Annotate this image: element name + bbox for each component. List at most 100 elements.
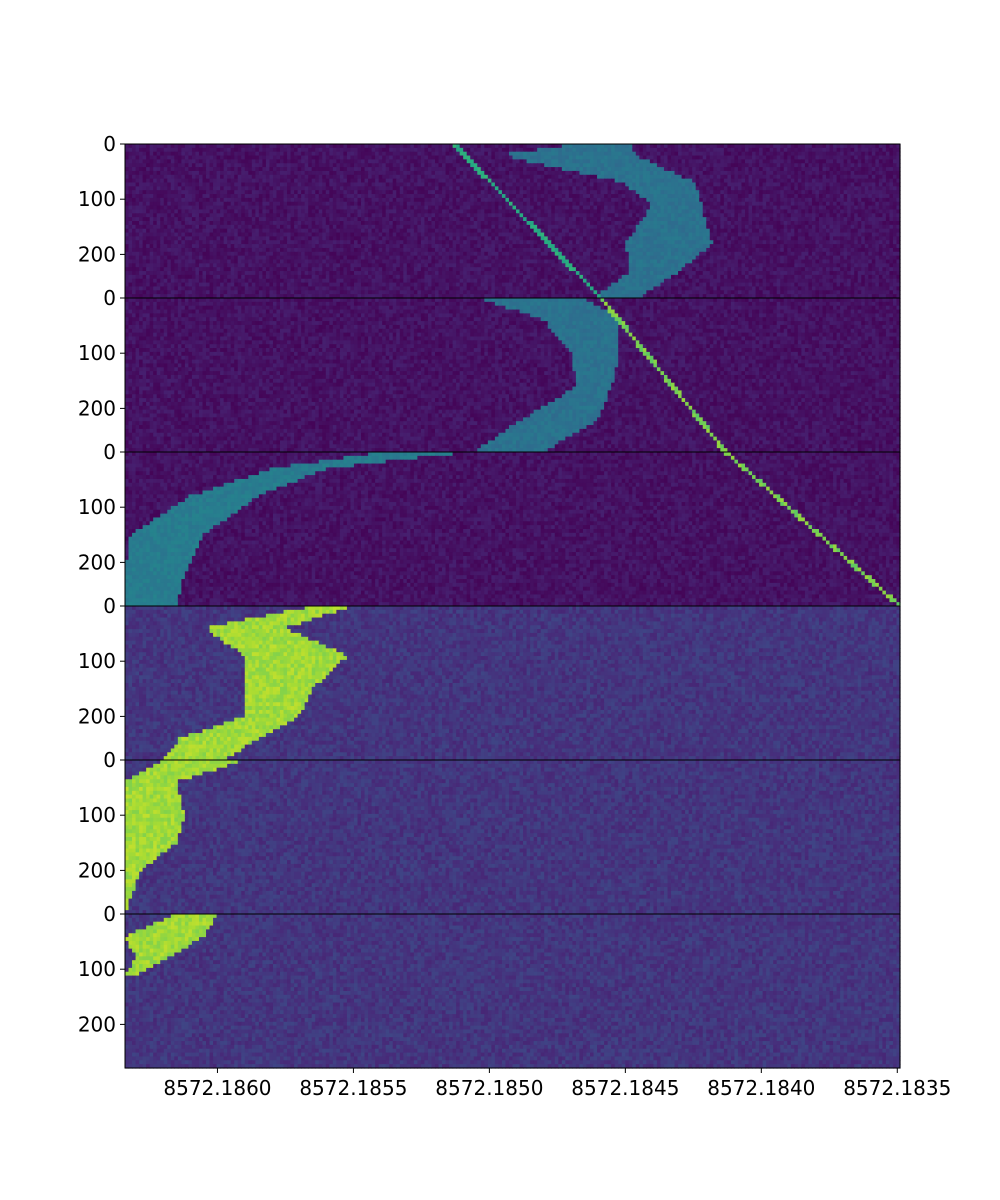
heatmap-cell: [210, 152, 214, 156]
heatmap-cell: [572, 144, 576, 148]
heatmap-cell: [294, 148, 298, 152]
heatmap-row: [125, 152, 901, 156]
heatmap-cell: [203, 148, 207, 152]
heatmap-cell: [734, 148, 738, 152]
heatmap-cell: [749, 144, 753, 148]
heatmap-cell: [572, 148, 576, 152]
heatmap-cell: [495, 148, 499, 152]
heatmap-cell: [544, 148, 548, 152]
heatmap-cell: [382, 148, 386, 152]
heatmap-cell: [773, 144, 777, 148]
heatmap-cell: [195, 148, 199, 152]
heatmap-cell: [731, 148, 735, 152]
heatmap-cell: [125, 152, 129, 156]
heatmap-cell: [520, 144, 524, 148]
heatmap-cell: [248, 144, 252, 148]
heatmap-cell: [668, 148, 672, 152]
heatmap-row: [125, 144, 901, 148]
heatmap-cell: [696, 144, 700, 148]
heatmap-cell: [601, 148, 605, 152]
heatmap-cell: [407, 144, 411, 148]
heatmap-cell: [294, 144, 298, 148]
heatmap-cell: [558, 144, 562, 148]
heatmap-cell: [780, 148, 784, 152]
heatmap-cell: [808, 144, 812, 148]
heatmap-cell: [463, 144, 467, 148]
heatmap-cell: [132, 144, 136, 148]
heatmap-cell: [188, 144, 192, 148]
heatmap-cell: [484, 144, 488, 148]
heatmap-cell: [717, 144, 721, 148]
heatmap-cell: [523, 144, 527, 148]
heatmap-cell: [646, 144, 650, 148]
heatmap-cell: [326, 144, 330, 148]
heatmap-cell: [808, 148, 812, 152]
heatmap-cell: [520, 148, 524, 152]
heatmap-cell: [608, 148, 612, 152]
heatmap-cell: [678, 148, 682, 152]
heatmap-cell: [213, 148, 217, 152]
heatmap-cell: [365, 148, 369, 152]
heatmap-cell: [851, 144, 855, 148]
heatmap-cell: [424, 144, 428, 148]
heatmap-cell: [336, 144, 340, 148]
heatmap-cell: [421, 144, 425, 148]
heatmap-cell: [791, 144, 795, 148]
heatmap-cell: [291, 144, 295, 148]
heatmap-cell: [227, 144, 231, 148]
heatmap-cell: [756, 148, 760, 152]
heatmap-cell: [139, 152, 143, 156]
heatmap-cell: [301, 148, 305, 152]
heatmap-cell: [220, 144, 224, 148]
heatmap-cell: [178, 148, 182, 152]
heatmap-cell: [308, 148, 312, 152]
heatmap-cell: [805, 148, 809, 152]
heatmap-cell: [516, 148, 520, 152]
heatmap-cell: [262, 148, 266, 152]
heatmap-cell: [312, 144, 316, 148]
heatmap-cell: [456, 144, 460, 148]
heatmap-cell: [136, 148, 140, 152]
heatmap-cell: [717, 148, 721, 152]
heatmap-cell: [340, 144, 344, 148]
heatmap-cell: [685, 148, 689, 152]
heatmap-cell: [787, 144, 791, 148]
heatmap-cell: [467, 144, 471, 148]
heatmap-cell: [527, 148, 531, 152]
heatmap-cell: [889, 144, 893, 148]
heatmap-cell: [287, 144, 291, 148]
heatmap-cell: [336, 148, 340, 152]
heatmap-cell: [527, 144, 531, 148]
heatmap-cell: [886, 144, 890, 148]
heatmap-cell: [129, 148, 133, 152]
heatmap-cell: [523, 148, 527, 152]
heatmap-cell: [505, 144, 509, 148]
heatmap-cell: [565, 144, 569, 148]
heatmap-cell: [174, 144, 178, 148]
heatmap-cell: [442, 144, 446, 148]
heatmap-cell: [393, 148, 397, 152]
heatmap-cell: [847, 144, 851, 148]
heatmap-cell: [830, 144, 834, 148]
heatmap-cell: [537, 144, 541, 148]
heatmap-cell: [241, 144, 245, 148]
heatmap-cell: [727, 148, 731, 152]
heatmap-cell: [238, 152, 242, 156]
heatmap-cell: [713, 144, 717, 148]
heatmap-cell: [195, 152, 199, 156]
heatmap-cell: [801, 144, 805, 148]
heatmap-cell: [333, 144, 337, 148]
heatmap-cell: [541, 144, 545, 148]
heatmap-cell: [467, 148, 471, 152]
heatmap-cell: [734, 144, 738, 148]
heatmap-cell: [889, 148, 893, 152]
heatmap-cell: [551, 148, 555, 152]
heatmap-cell: [840, 148, 844, 152]
heatmap-cell: [622, 148, 626, 152]
heatmap-cell: [664, 148, 668, 152]
heatmap-cell: [262, 152, 266, 156]
heatmap-cell: [879, 144, 883, 148]
heatmap-cell: [143, 148, 147, 152]
heatmap-cell: [453, 148, 457, 152]
heatmap-cell: [481, 144, 485, 148]
